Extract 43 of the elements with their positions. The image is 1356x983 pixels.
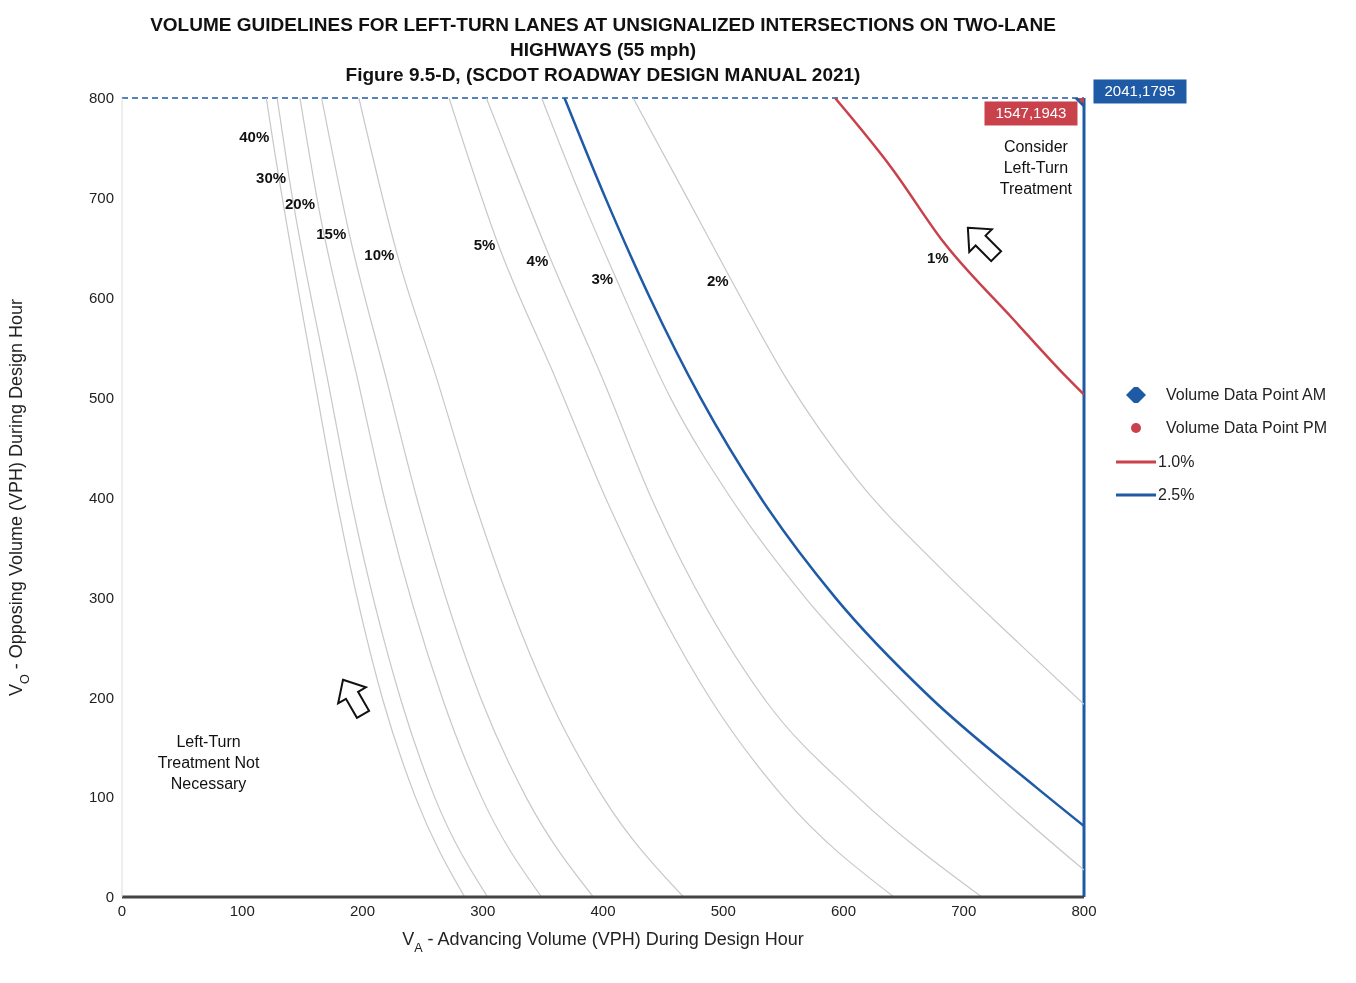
- line-series: [632, 98, 1084, 705]
- x-tick-label: 400: [590, 901, 616, 919]
- legend-label: 2.5%: [1158, 486, 1195, 505]
- x-tick-label: 100: [229, 901, 255, 919]
- annotation: 40%: [239, 127, 270, 145]
- y-tick-label: 800: [88, 89, 114, 107]
- annotation: 20%: [284, 194, 316, 212]
- annotation: Left-Turn Treatment Not Necessary: [157, 733, 260, 793]
- y-tick-label: 100: [88, 788, 114, 806]
- annotation: 2%: [706, 271, 729, 289]
- chart-subtitle: Figure 9.5-D, (SCDOT ROADWAY DESIGN MANUAL 2021): [345, 64, 861, 85]
- x-tick-label: 700: [951, 901, 977, 919]
- line-series: [358, 98, 685, 897]
- x-tick-label: 0: [117, 901, 127, 919]
- legend-label: 1.0%: [1158, 452, 1195, 471]
- legend-label: Volume Data Point AM: [1166, 385, 1327, 404]
- x-tick-label: 300: [470, 901, 496, 919]
- x-tick-label: 200: [349, 901, 376, 919]
- y-tick-label: 400: [88, 488, 114, 506]
- x-tick-label: 800: [1071, 901, 1097, 919]
- y-tick-label: 300: [88, 588, 114, 606]
- data-label: 2041,1795: [1104, 82, 1176, 100]
- annotation: 1%: [927, 248, 949, 266]
- annotation: Consider Left-Turn Treatment: [999, 137, 1073, 197]
- y-tick-label: 200: [88, 688, 114, 706]
- y-tick-label: 500: [88, 388, 114, 406]
- annotation: 3%: [591, 269, 614, 287]
- annotation: 4%: [526, 251, 549, 269]
- y-tick-label: 700: [88, 189, 114, 207]
- annotation: 15%: [316, 224, 347, 242]
- line-series: [448, 98, 895, 897]
- y-tick-label: 0: [105, 888, 114, 906]
- x-axis-title: V$_{A}$ - Advancing Volume (VPH) During Design Hour: [402, 929, 804, 955]
- x-tick-label: 500: [710, 901, 736, 919]
- line-series: [833, 98, 1084, 396]
- annotation: 5%: [473, 235, 496, 253]
- y-tick-label: 600: [88, 289, 114, 307]
- data-label: 1547,1943: [995, 104, 1067, 122]
- annotation: 10%: [364, 245, 395, 263]
- chart-title: VOLUME GUIDELINES FOR LEFT-TURN LANES AT UNSIGNALIZED INTERSECTIONS ON TWO-LANE HIGHWAYS (55 mph): [150, 14, 1056, 60]
- annotation: 30%: [256, 168, 287, 186]
- legend-label: Volume Data Point PM: [1166, 419, 1327, 438]
- x-tick-label: 600: [830, 901, 857, 919]
